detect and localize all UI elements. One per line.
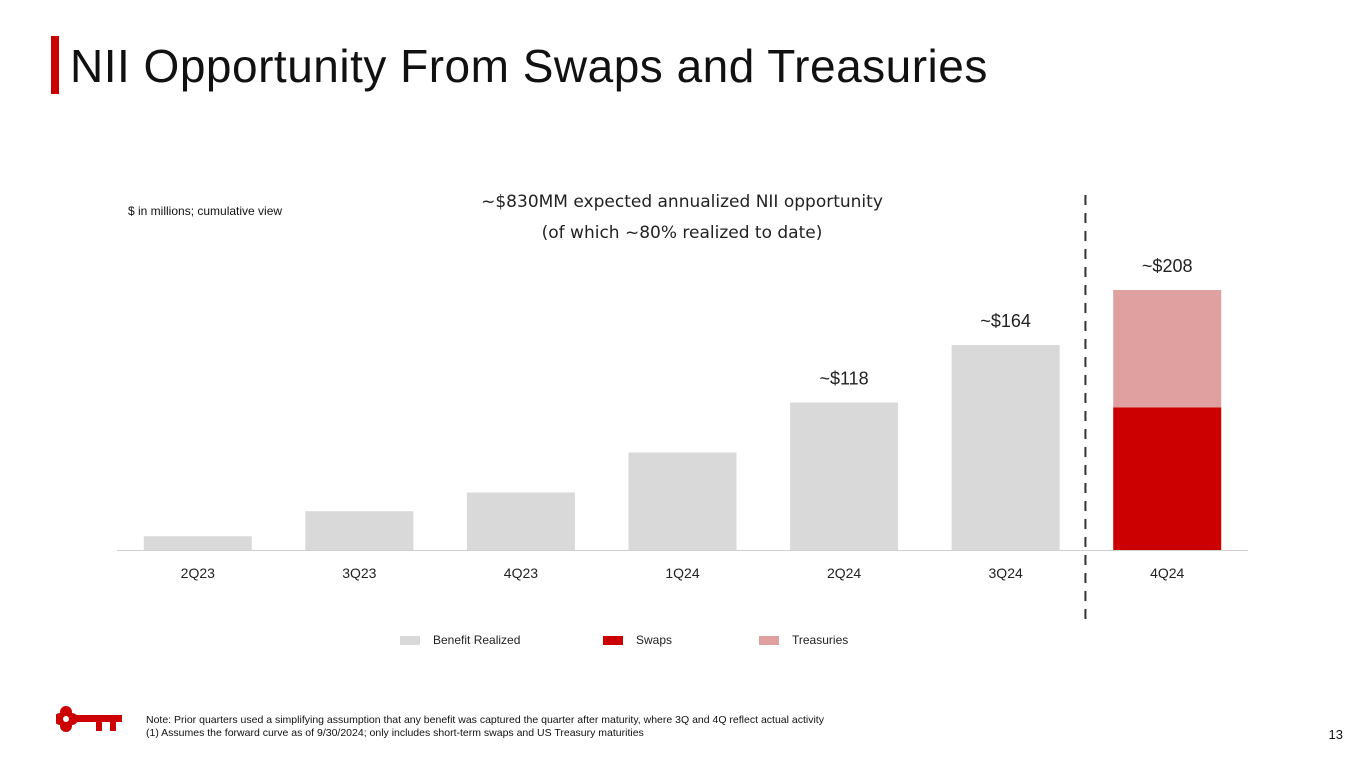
key-icon [56,706,122,732]
footnote-note: Note: Prior quarters used a simplifying … [146,714,824,726]
headline-line-1: ~$830MM expected annualized NII opportun… [481,192,883,212]
total-label-2q24: ~$118 [819,369,868,389]
total-label-4q24: ~$208 [1142,256,1193,276]
page-title: NII Opportunity From Swaps and Treasurie… [70,40,988,92]
bar-benefit-realized-2q24 [790,402,899,550]
total-label-3q24: ~$164 [980,311,1031,331]
x-tick-label-4q23: 4Q23 [504,565,538,581]
bar-benefit-realized-3q24 [951,345,1060,550]
bar-benefit-realized-2q23 [143,536,252,550]
x-tick-label-2q24: 2Q24 [827,565,861,581]
footnote-1: (1) Assumes the forward curve as of 9/30… [146,727,644,739]
legend-label-swaps: Swaps [636,633,673,647]
bar-benefit-realized-3q23 [305,511,414,550]
x-tick-label-4q24: 4Q24 [1150,565,1184,581]
legend-swatch-treasuries [759,635,779,645]
title-accent-bar [51,36,59,94]
x-tick-label-3q24: 3Q24 [989,565,1023,581]
bar-swaps-4q24 [1113,407,1222,550]
legend-item-benefit: Benefit Realized [400,633,520,647]
legend-swatch-benefit [400,635,420,645]
footnotes: Note: Prior quarters used a simplifying … [146,714,824,740]
legend-item-swaps: Swaps [603,633,672,647]
legend-swatch-swaps [603,635,623,645]
headline-line-2: (of which ~80% realized to date) [541,223,823,243]
legend-label-benefit: Benefit Realized [433,633,521,647]
bar-benefit-realized-4q23 [466,492,575,550]
bar-treasuries-4q24 [1113,290,1222,408]
chart-headline: ~$830MM expected annualized NII opportun… [432,187,932,249]
legend-item-treasuries: Treasuries [759,633,848,647]
units-note: $ in millions; cumulative view [128,204,283,218]
legend-label-treasuries: Treasuries [792,633,849,647]
x-tick-label-3q23: 3Q23 [342,565,376,581]
x-tick-label-2q23: 2Q23 [181,565,215,581]
page-number: 13 [1328,727,1343,742]
x-tick-label-1q24: 1Q24 [665,565,699,581]
bar-benefit-realized-1q24 [628,452,737,550]
